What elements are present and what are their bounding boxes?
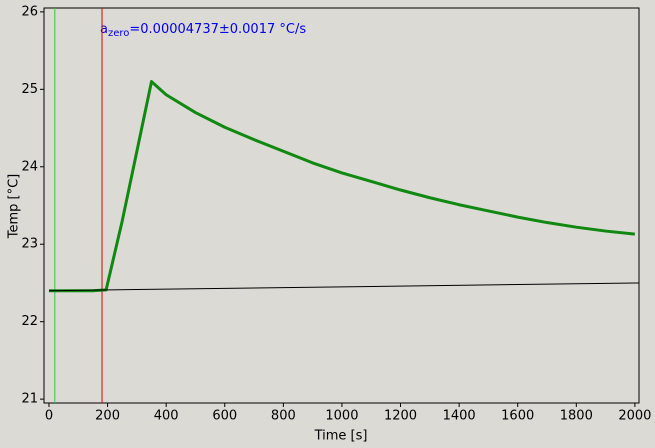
y-tick-label: 25 [21,82,38,97]
x-tick-label: 400 [154,409,179,424]
y-tick-label: 21 [21,392,38,407]
x-tick-label: 1200 [384,409,417,424]
x-tick-label: 1400 [443,409,476,424]
x-tick-label: 1600 [501,409,534,424]
annotation: azero=0.00004737±0.0017 °C/s [100,22,306,40]
y-tick-label: 22 [21,314,38,329]
y-tick-label: 24 [21,159,38,174]
annotation-sub: zero [108,28,129,39]
x-tick-label: 1000 [325,409,358,424]
annotation-base: a [100,22,108,37]
x-tick-label: 1800 [560,409,593,424]
x-tick-label: 0 [45,409,53,424]
x-tick-label: 600 [212,409,237,424]
annotation-rest: =0.00004737±0.0017 °C/s [129,22,306,37]
y-tick-label: 23 [21,237,38,252]
x-tick-label: 200 [95,409,120,424]
y-tick-label: 26 [21,4,38,19]
data-line [48,282,639,292]
x-tick-label: 800 [271,409,296,424]
x-tick-label: 2000 [618,409,651,424]
x-axis-label: Time [s] [314,429,368,444]
plot-area [43,7,640,404]
y-axis-label: Temp [°C] [7,174,22,240]
